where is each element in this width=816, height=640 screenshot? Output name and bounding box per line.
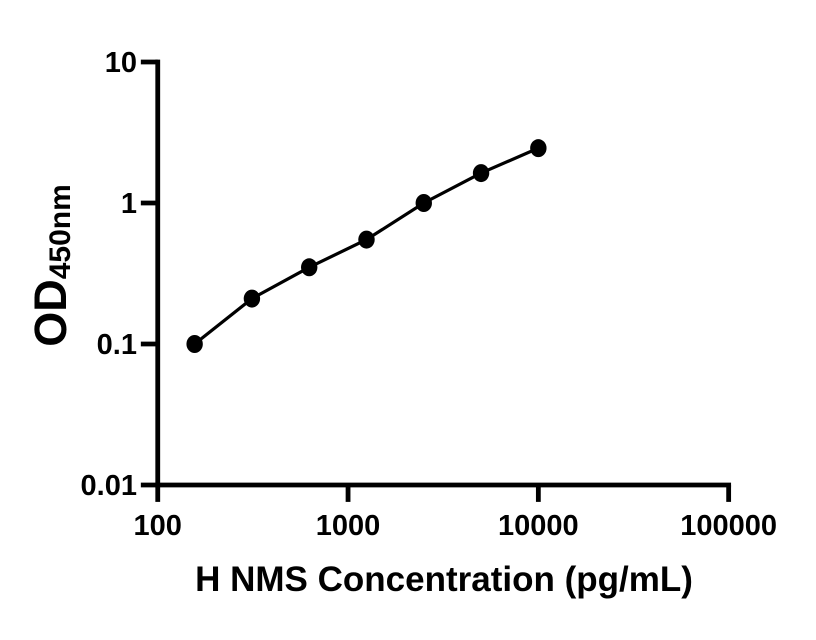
y-axis-title-box: OD450nm <box>10 54 100 477</box>
x-axis-title: H NMS Concentration (pg/mL) <box>195 560 693 599</box>
y-tick-label: 1 <box>120 187 137 220</box>
y-tick-label: 0.01 <box>80 469 137 502</box>
data-point-marker <box>186 335 203 353</box>
data-point-marker <box>530 139 547 158</box>
data-point-marker <box>301 258 318 277</box>
data-point-marker <box>243 289 261 308</box>
data-point-marker <box>472 164 490 183</box>
x-tick-label: 100000 <box>680 510 778 542</box>
data-point-marker <box>415 194 432 212</box>
y-tick-label: 10 <box>104 46 137 79</box>
y-tick-label: 0.1 <box>96 328 137 361</box>
x-tick-label: 100 <box>133 510 182 542</box>
x-tick-label: 10000 <box>498 510 579 542</box>
x-tick-label: 1000 <box>315 510 381 542</box>
data-point-marker <box>358 230 375 249</box>
